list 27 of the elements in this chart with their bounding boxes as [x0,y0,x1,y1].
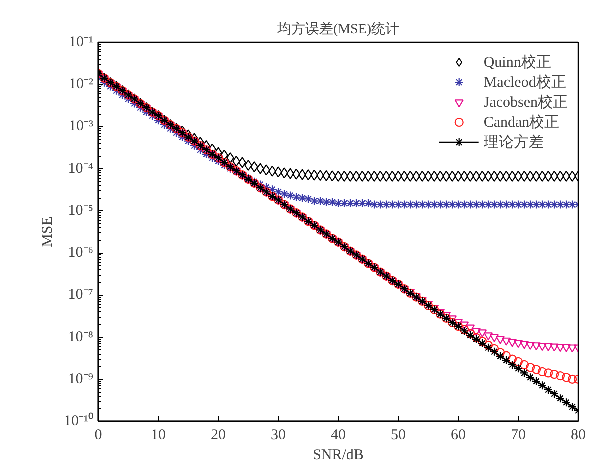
y-tick-label: 10⁻¹ [69,34,94,50]
y-tick-label: 10⁻⁷ [68,287,94,304]
y-axis-title: MSE [40,216,56,248]
y-tick-label: 10⁻⁶ [68,245,94,262]
y-tick-label: 10⁻⁴ [68,160,94,177]
y-tick-label: 10⁻² [69,76,94,93]
x-tick-label: 10 [151,428,166,444]
x-tick-label: 60 [451,428,466,444]
y-tick-label: 10⁻⁸ [68,329,94,346]
y-tick-label: 10⁻³ [69,118,94,135]
y-tick-label: 10⁻¹⁰ [64,412,94,430]
legend-label: Jacobsen校正 [484,94,568,112]
x-tick-label: 30 [271,428,286,444]
chart-title: 均方误差(MSE)统计 [276,22,400,38]
x-tick-label: 20 [211,428,226,444]
legend-label: Candan校正 [484,114,560,132]
y-tick-label: 10⁻⁹ [68,371,94,388]
x-axis-title: SNR/dB [313,448,364,464]
legend-label: Macleod校正 [484,74,566,92]
x-tick-label: 0 [94,428,102,444]
legend-label: Quinn校正 [484,54,552,72]
legend-label: 理论方差 [484,133,544,152]
x-tick-label: 70 [511,428,526,444]
x-tick-label: 40 [331,428,346,444]
y-tick-label: 10⁻⁵ [68,202,94,219]
x-tick-label: 80 [571,428,586,444]
x-tick-label: 50 [391,428,406,444]
